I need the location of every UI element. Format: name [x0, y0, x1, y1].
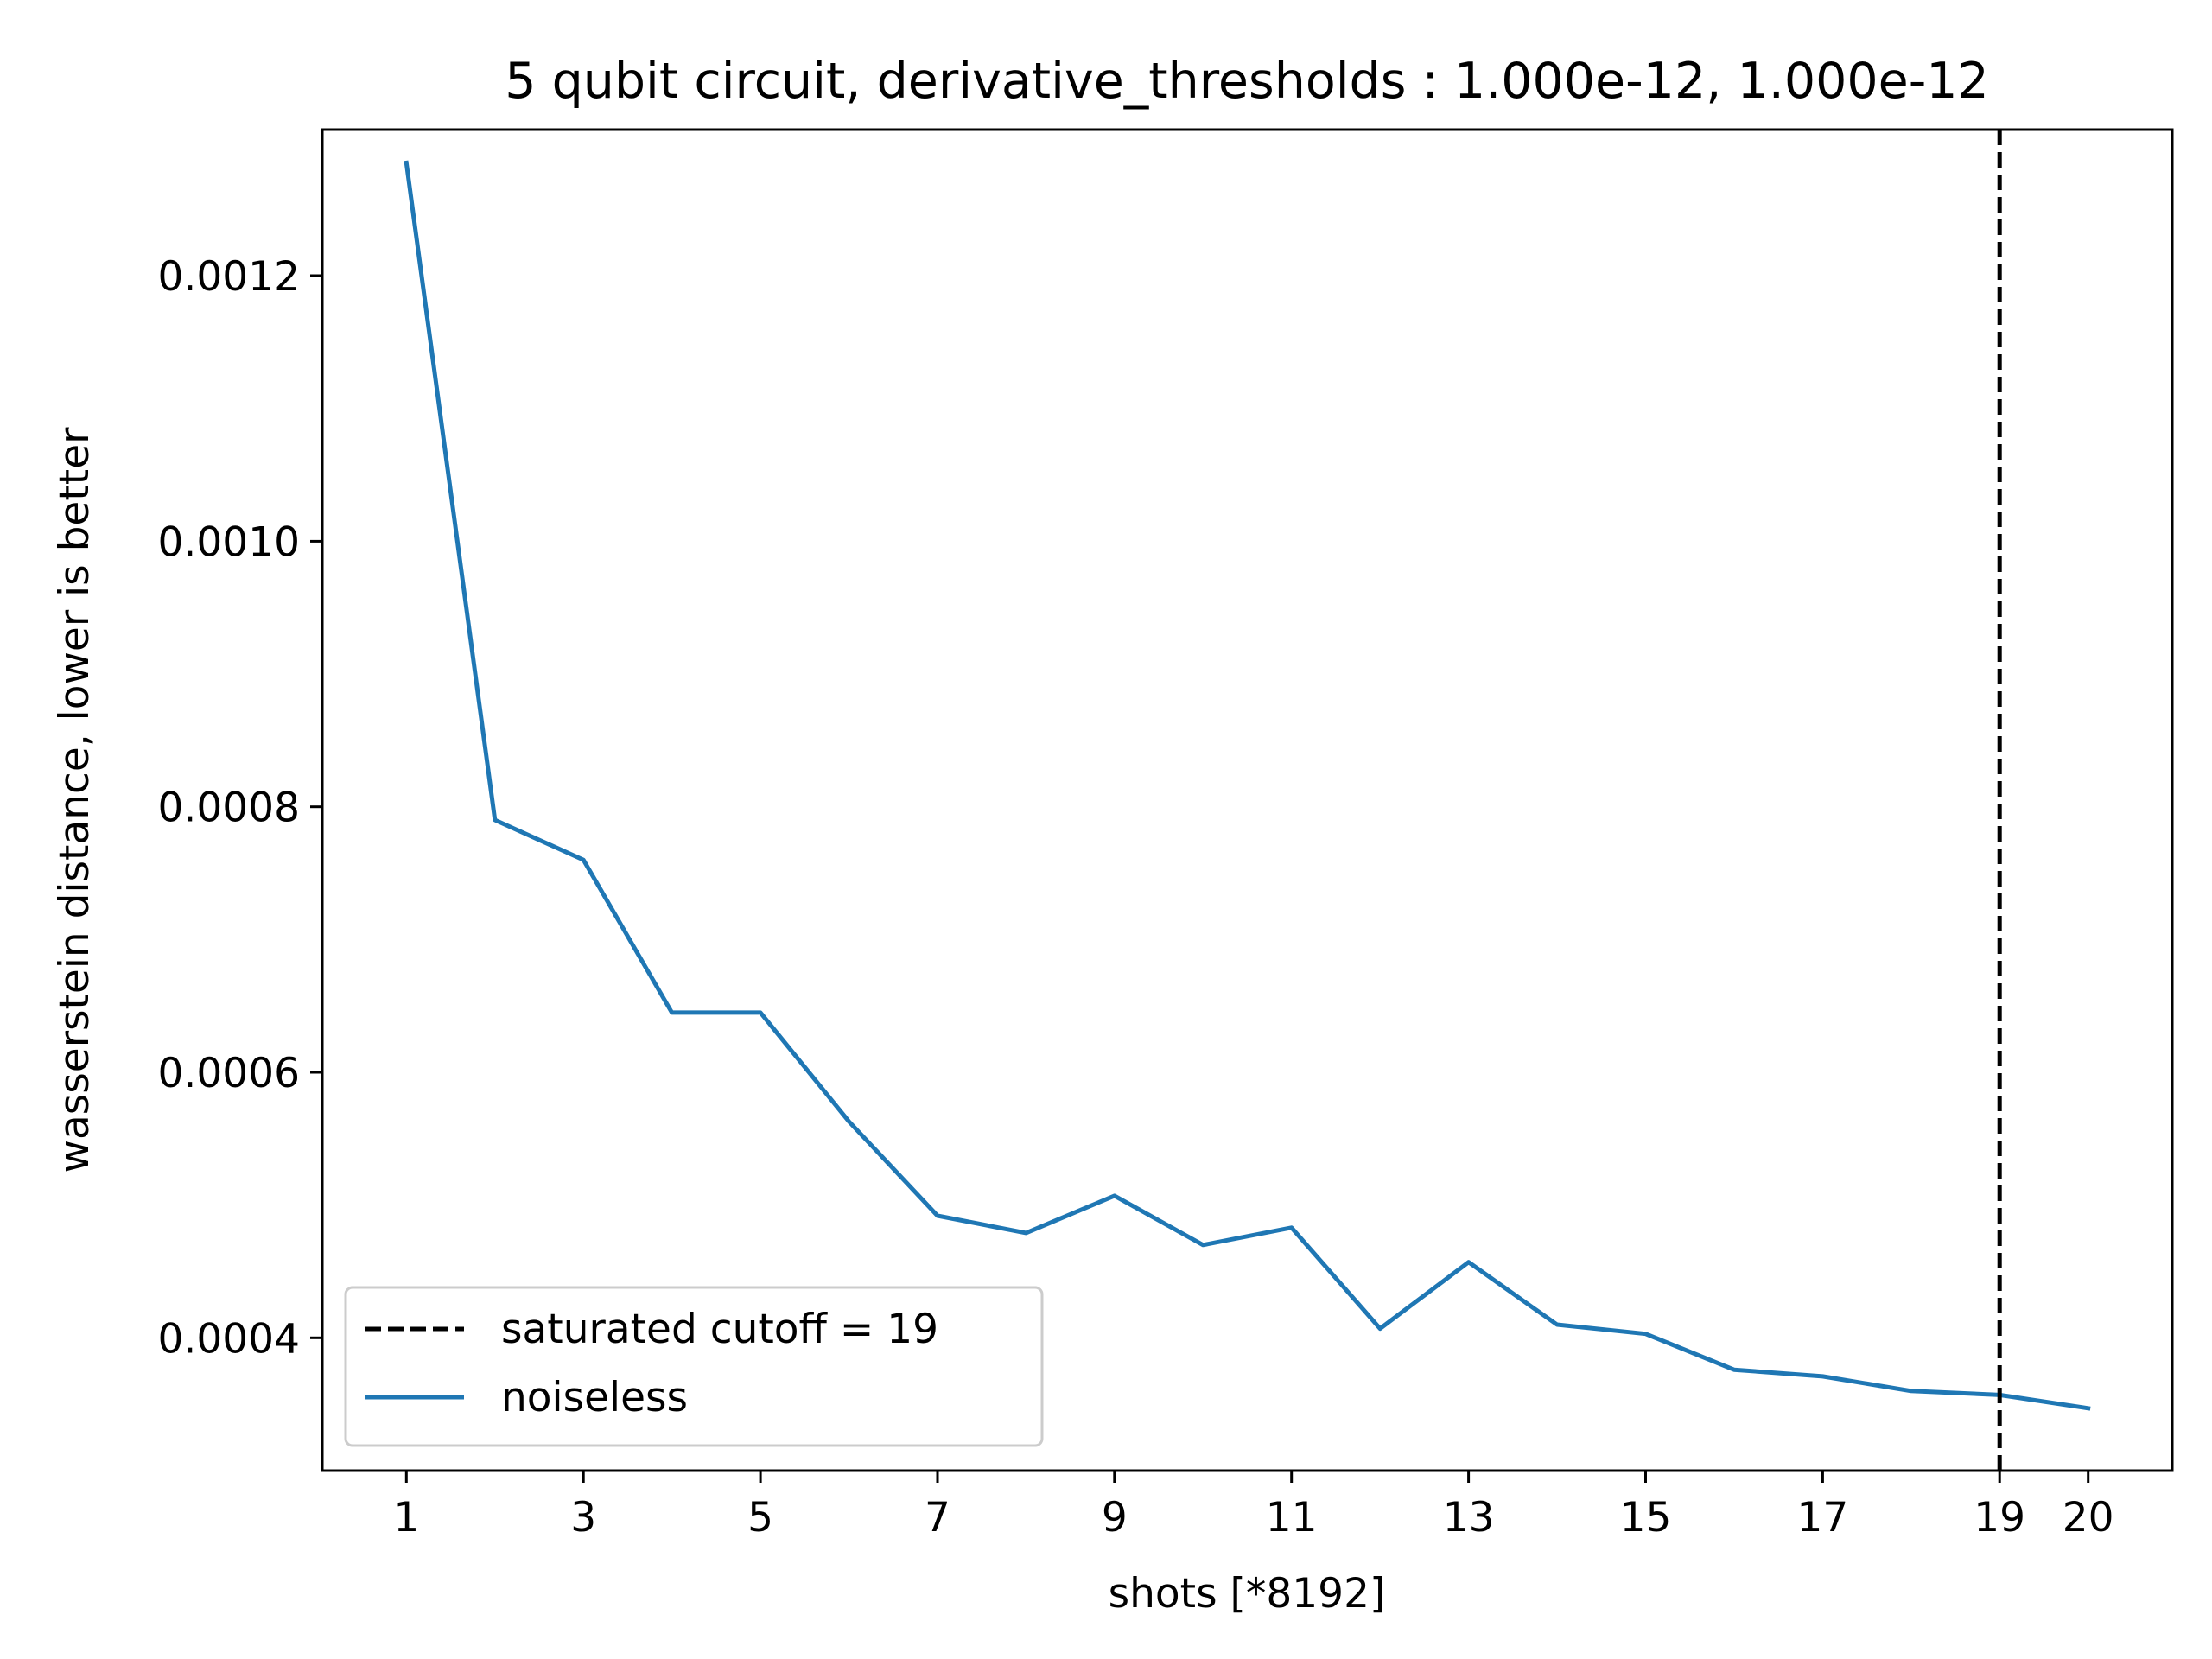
- x-tick-label: 7: [925, 1494, 950, 1541]
- y-axis-ticks: 0.0004 0.0006 0.0008 0.0010 0.0012: [158, 253, 322, 1363]
- x-tick-label: 5: [747, 1494, 773, 1541]
- y-tick-label: 0.0010: [158, 518, 300, 566]
- series-line-noiseless: [404, 160, 2091, 1411]
- x-tick-label: 15: [1620, 1494, 1672, 1541]
- x-tick-label: 17: [1796, 1494, 1848, 1541]
- y-tick-label: 0.0006: [158, 1050, 300, 1097]
- legend-cutoff-label: saturated cutoff = 19: [501, 1306, 938, 1353]
- y-tick-label: 0.0012: [158, 253, 300, 301]
- chart-title: 5 qubit circuit, derivative_thresholds :…: [505, 53, 1989, 110]
- plot-area: [321, 128, 2174, 1472]
- x-tick-label: 9: [1102, 1494, 1128, 1541]
- x-tick-label: 3: [570, 1494, 596, 1541]
- legend-box: [344, 1286, 1044, 1447]
- x-tick-label: 13: [1443, 1494, 1495, 1541]
- x-tick-label: 19: [1974, 1494, 2025, 1541]
- y-tick-label: 0.0008: [158, 785, 300, 832]
- x-tick-label: 11: [1266, 1494, 1318, 1541]
- legend: saturated cutoff = 19 noiseless: [344, 1286, 1044, 1447]
- y-axis-label: wasserstein distance, lower is better: [51, 427, 99, 1173]
- axes-frame: [321, 128, 2174, 1472]
- y-tick-label: 0.0004: [158, 1315, 300, 1363]
- legend-noiseless-label: noiseless: [501, 1374, 688, 1421]
- series-layer: [404, 130, 2091, 1471]
- x-axis-ticks: 1 3 5 7 9 11 13 15 17 19 20: [393, 1471, 2114, 1541]
- x-tick-label: 1: [393, 1494, 419, 1541]
- x-tick-label: 20: [2063, 1494, 2114, 1541]
- x-axis-label: shots [*8192]: [1109, 1570, 1386, 1618]
